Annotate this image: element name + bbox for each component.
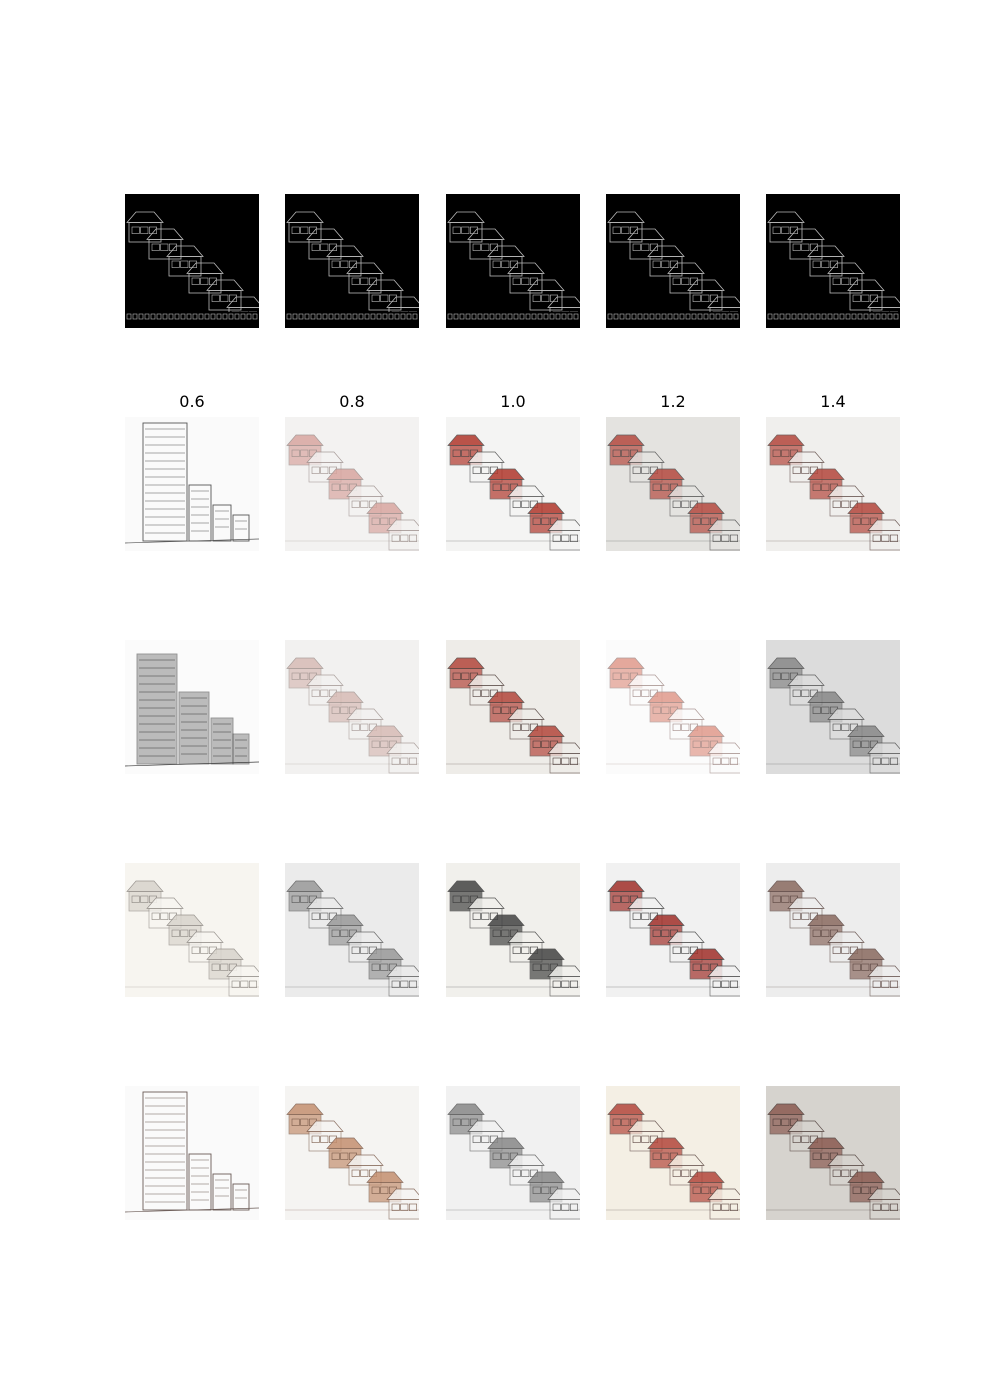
image-cell-r4-c1 [285, 1086, 419, 1220]
generated-image [125, 1086, 259, 1220]
edge-map-image [606, 194, 740, 328]
generated-image [606, 640, 740, 774]
column-label-3: 1.2 [660, 392, 686, 411]
generated-image [446, 863, 580, 997]
image-cell-r0-c2 [446, 194, 580, 328]
edge-map-image [766, 194, 900, 328]
generated-image [285, 1086, 419, 1220]
generated-image [446, 640, 580, 774]
column-label-1: 0.8 [339, 392, 365, 411]
column-label-2: 1.0 [500, 392, 526, 411]
generated-image [285, 417, 419, 551]
generated-image [125, 640, 259, 774]
image-cell-r2-c4 [766, 640, 900, 774]
image-cell-r2-c2 [446, 640, 580, 774]
image-cell-r4-c2 [446, 1086, 580, 1220]
image-cell-r0-c1 [285, 194, 419, 328]
image-cell-r1-c2 [446, 417, 580, 551]
image-cell-r3-c0 [125, 863, 259, 997]
generated-image [446, 1086, 580, 1220]
image-cell-r0-c4 [766, 194, 900, 328]
generated-image [446, 417, 580, 551]
generated-image [125, 863, 259, 997]
image-cell-r2-c3 [606, 640, 740, 774]
image-cell-r2-c1 [285, 640, 419, 774]
image-cell-r4-c0 [125, 1086, 259, 1220]
image-cell-r0-c0 [125, 194, 259, 328]
generated-image [766, 640, 900, 774]
generated-image [285, 640, 419, 774]
generated-image [606, 863, 740, 997]
generated-image [125, 417, 259, 551]
image-cell-r4-c4 [766, 1086, 900, 1220]
image-cell-r3-c1 [285, 863, 419, 997]
image-cell-r4-c3 [606, 1086, 740, 1220]
generated-image [766, 863, 900, 997]
image-cell-r3-c2 [446, 863, 580, 997]
generated-image [766, 1086, 900, 1220]
image-cell-r3-c3 [606, 863, 740, 997]
image-cell-r0-c3 [606, 194, 740, 328]
generated-image [285, 863, 419, 997]
edge-map-image [446, 194, 580, 328]
image-cell-r2-c0 [125, 640, 259, 774]
column-label-0: 0.6 [179, 392, 205, 411]
generated-image [606, 1086, 740, 1220]
column-label-4: 1.4 [820, 392, 846, 411]
image-cell-r1-c1 [285, 417, 419, 551]
image-cell-r3-c4 [766, 863, 900, 997]
image-cell-r1-c0 [125, 417, 259, 551]
image-cell-r1-c4 [766, 417, 900, 551]
edge-map-image [125, 194, 259, 328]
edge-map-image [285, 194, 419, 328]
image-cell-r1-c3 [606, 417, 740, 551]
generated-image [606, 417, 740, 551]
generated-image [766, 417, 900, 551]
